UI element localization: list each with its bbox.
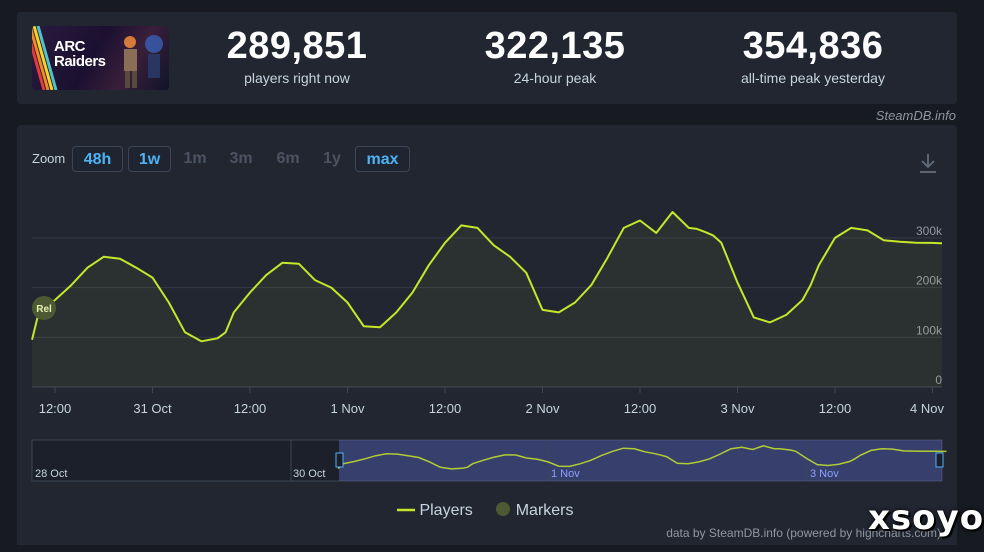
players-line — [31, 211, 942, 343]
navigator-label: 3 Nov — [810, 468, 839, 480]
chart-panel: Zoom 48h 1w 1m 3m 6m 1y max 0 100k 200k 300… — [17, 125, 957, 545]
stats-bar: ARC Raiders 289,851 players right now 32… — [17, 12, 957, 104]
24h-peak-value: 322,135 — [484, 25, 626, 67]
navigator-right-handle — [935, 452, 944, 468]
release-marker-label: Rel — [36, 304, 52, 315]
zoom-3m-button[interactable]: 3m — [229, 150, 253, 167]
24h-peak-stat: 322,135 24-hour peak — [435, 26, 675, 86]
x-tick-label: 12:00 — [429, 401, 462, 416]
navigator-label: 28 Oct — [35, 468, 67, 480]
navigator-line — [337, 445, 947, 470]
24h-peak-label: 24-hour peak — [513, 70, 597, 86]
navigator-label: 30 Oct — [293, 468, 325, 480]
legend-markers[interactable]: Markers — [495, 501, 574, 520]
legend-players[interactable]: Players — [397, 502, 473, 520]
y-tick-label: 0 — [935, 373, 942, 387]
navigator-selection — [339, 440, 942, 481]
legend-players-label: Players — [419, 502, 473, 519]
x-tick-label: 3 Nov — [721, 401, 755, 416]
x-tick-label: 12:00 — [819, 401, 852, 416]
watermark-text: xsoyo — [868, 498, 984, 538]
markers-dot-icon — [496, 502, 511, 516]
y-tick-label: 200k — [916, 274, 943, 288]
highcharts-credit[interactable]: data by SteamDB.info (powered by highcha… — [666, 526, 941, 540]
y-tick-label: 100k — [916, 323, 943, 337]
players-area — [32, 212, 942, 387]
players-chart[interactable]: 0 100k 200k 300k 12:00 31 Oct 12:00 1 Nov 12:00 2… — [17, 125, 957, 545]
steamdb-credit-top[interactable]: SteamDB.info — [875, 108, 956, 123]
zoom-1y-button[interactable]: 1y — [323, 150, 341, 167]
players-line-icon — [397, 508, 415, 512]
all-time-peak-stat: 354,836 all-time peak yesterday — [693, 26, 933, 86]
x-tick-label: 12:00 — [624, 401, 657, 416]
rainbow-stripes-icon — [32, 26, 58, 90]
game-cover-image[interactable]: ARC Raiders — [32, 26, 169, 90]
current-players-value: 289,851 — [226, 25, 368, 67]
download-icon[interactable] — [918, 152, 938, 174]
navigator-left-handle — [335, 452, 344, 468]
x-tick-label: 1 Nov — [331, 401, 365, 416]
character-figure-icon — [124, 35, 163, 88]
zoom-48h-button[interactable]: 48h — [72, 146, 123, 172]
all-time-peak-label: all-time peak yesterday — [741, 70, 885, 86]
release-marker — [32, 296, 56, 320]
zoom-label: Zoom — [32, 151, 66, 166]
current-players-stat: 289,851 players right now — [177, 26, 417, 86]
zoom-max-button[interactable]: max — [355, 146, 410, 172]
x-tick-label: 31 Oct — [133, 401, 172, 416]
navigator-track — [31, 439, 943, 482]
x-tick-label: 4 Nov — [910, 401, 944, 416]
all-time-peak-value: 354,836 — [742, 25, 884, 67]
chart-legend: Players Markers — [397, 501, 592, 520]
current-players-label: players right now — [244, 70, 350, 86]
x-tick-label: 2 Nov — [526, 401, 560, 416]
cover-title: ARC Raiders — [54, 38, 106, 70]
legend-markers-label: Markers — [515, 502, 574, 519]
y-tick-label: 300k — [916, 224, 943, 238]
navigator-label: 1 Nov — [551, 468, 580, 480]
zoom-1w-button[interactable]: 1w — [128, 146, 171, 172]
x-tick-label: 12:00 — [39, 401, 72, 416]
zoom-1m-button[interactable]: 1m — [183, 150, 207, 167]
x-tick-label: 12:00 — [234, 401, 267, 416]
zoom-6m-button[interactable]: 6m — [276, 150, 300, 167]
